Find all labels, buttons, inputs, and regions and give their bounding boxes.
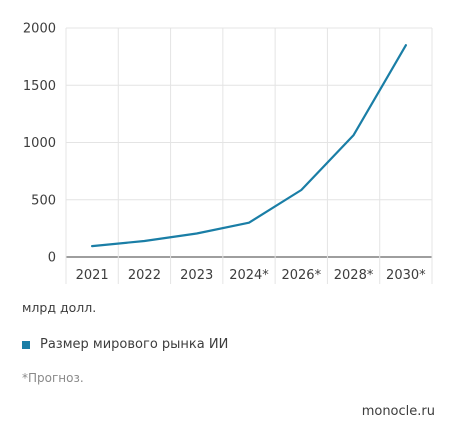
y-tick-label: 500 bbox=[31, 193, 56, 208]
y-tick-label: 1500 bbox=[23, 79, 56, 94]
y-axis-unit-label: млрд долл. bbox=[22, 300, 97, 315]
x-tick-label: 2028* bbox=[334, 268, 374, 283]
y-axis: 0 500 1000 1500 2000 bbox=[23, 22, 56, 266]
y-tick-label: 0 bbox=[48, 251, 56, 266]
legend-swatch bbox=[22, 340, 30, 349]
series-line bbox=[90, 44, 407, 248]
x-tick-label: 2030* bbox=[386, 268, 426, 283]
plot-area bbox=[90, 44, 407, 248]
source-label: monocle.ru bbox=[361, 404, 435, 419]
forecast-footnote: *Прогноз. bbox=[22, 371, 84, 385]
legend-label: Размер мирового рынка ИИ bbox=[40, 337, 229, 352]
x-tick-label: 2021 bbox=[76, 268, 109, 283]
x-tick-label: 2024* bbox=[229, 268, 269, 283]
x-tick-label: 2026* bbox=[281, 268, 321, 283]
x-tick-label: 2022 bbox=[128, 268, 161, 283]
grid-lines bbox=[65, 27, 433, 284]
x-tick-label: 2023 bbox=[180, 268, 213, 283]
x-axis: 2021 2022 2023 2024* 2026* 2028* 2030* bbox=[76, 268, 427, 283]
legend: Размер мирового рынка ИИ bbox=[22, 337, 228, 352]
y-tick-label: 1000 bbox=[23, 136, 56, 151]
y-tick-label: 2000 bbox=[23, 22, 56, 37]
